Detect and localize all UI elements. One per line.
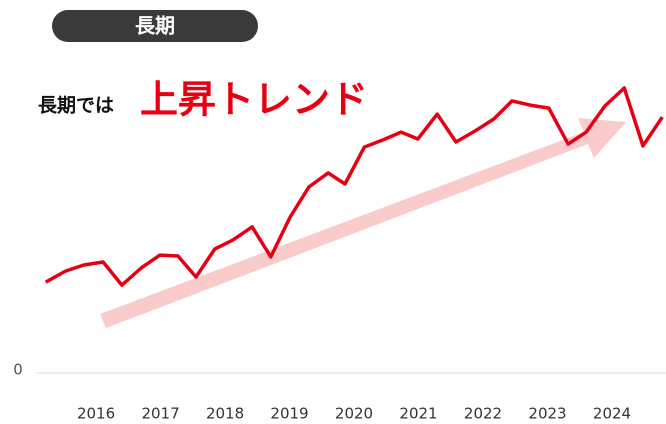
x-tick-label: 2020 bbox=[335, 405, 373, 423]
trend-arrow bbox=[100, 118, 626, 328]
x-tick-label: 2016 bbox=[77, 405, 115, 423]
x-tick-label: 2023 bbox=[528, 405, 566, 423]
title-pill bbox=[52, 10, 258, 42]
x-tick-label: 2019 bbox=[270, 405, 308, 423]
annotation-highlight: 上昇トレンド bbox=[140, 78, 368, 122]
chart-title: 長期 bbox=[135, 14, 175, 38]
x-tick-label: 2018 bbox=[206, 405, 244, 423]
annotation-prefix: 長期では bbox=[38, 95, 114, 117]
x-tick-label: 2022 bbox=[464, 405, 502, 423]
line bbox=[44, 86, 664, 287]
x-tick-label: 2017 bbox=[141, 405, 179, 423]
x-tick-label: 2021 bbox=[399, 405, 437, 423]
y-tick-label: 0 bbox=[13, 361, 23, 379]
x-tick-label: 2024 bbox=[593, 405, 631, 423]
